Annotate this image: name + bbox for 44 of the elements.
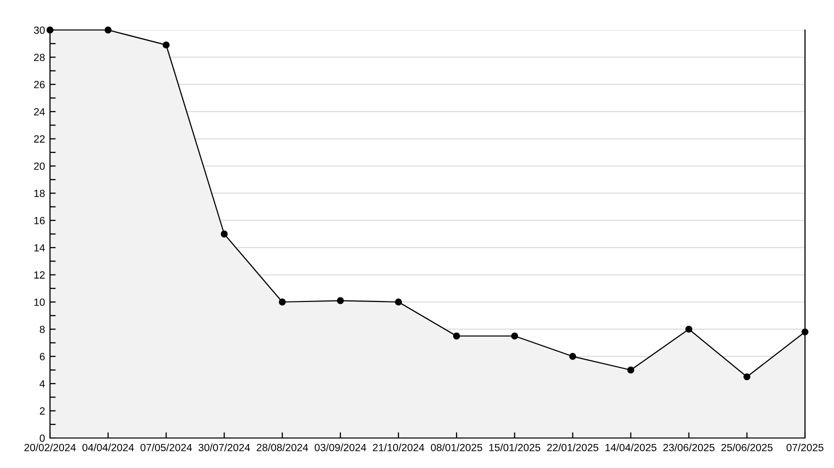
y-tick-label: 30 (34, 26, 45, 34)
point (802, 328, 808, 336)
y-tick-label: 22 (34, 135, 45, 143)
x-tick-label: 28/08/2024 (256, 444, 308, 452)
y-tick-label: 26 (34, 80, 45, 88)
x-tick-label: 07/05/2024 (140, 444, 192, 452)
point (46, 26, 54, 34)
x-tick-label: 03/09/2024 (314, 444, 366, 452)
point (685, 326, 692, 333)
x-tick-label: 20/02/2024 (24, 444, 76, 452)
y-tick-label: 2 (40, 407, 45, 415)
x-tick-label: 14/04/2025 (606, 444, 656, 452)
y-tick-label: 12 (34, 271, 45, 279)
x-tick-label: 07/2025 (786, 444, 824, 452)
y-tick-label: 24 (34, 108, 45, 116)
x-tick-label: 30/07/2024 (198, 444, 250, 452)
point (453, 332, 460, 340)
x-tick-label: 08/01/2025 (430, 444, 482, 452)
y-tick-label: 16 (34, 216, 45, 224)
y-tick-label: 20 (34, 162, 45, 170)
y-tick-label: 8 (40, 326, 45, 334)
x-tick-label: 21/10/2024 (372, 444, 424, 452)
y-tick-label: 10 (34, 298, 45, 306)
point (627, 366, 634, 374)
point (336, 297, 344, 304)
y-tick-label: 18 (34, 190, 45, 198)
y-tick-label: 14 (34, 244, 45, 252)
y-tick-label: 0 (40, 434, 45, 442)
x-tick-label: 15/01/2025 (489, 444, 540, 452)
point (162, 41, 170, 48)
point (569, 352, 576, 360)
y-tick-label: 28 (34, 54, 45, 62)
x-tick-label: 22/01/2025 (547, 444, 598, 452)
point (104, 26, 112, 34)
point (394, 298, 402, 306)
point (220, 230, 228, 238)
y-tick-label: 4 (40, 380, 45, 388)
y-tick-label: 6 (40, 352, 45, 360)
x-tick-label: 04/04/2024 (82, 444, 134, 452)
point (743, 373, 750, 380)
x-tick-label: 25/06/2025 (721, 444, 773, 452)
point (511, 332, 518, 340)
point (278, 298, 286, 306)
x-tick-label: 23/06/2025 (663, 444, 714, 452)
